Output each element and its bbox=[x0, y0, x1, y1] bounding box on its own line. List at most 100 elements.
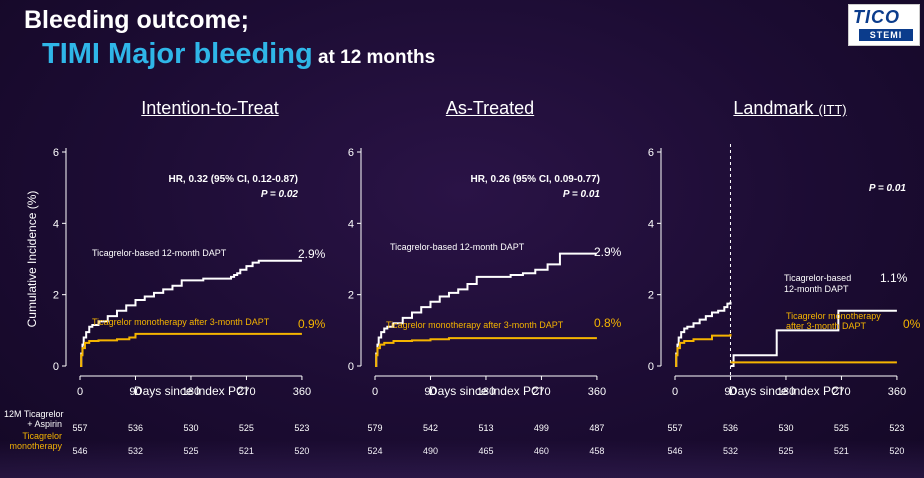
y-tick-label: 6 bbox=[53, 147, 59, 159]
logo-top: TICO bbox=[853, 7, 900, 27]
km-curve bbox=[730, 309, 897, 367]
legend-dapt-line2: 12-month DAPT bbox=[784, 284, 849, 294]
at-risk-mono: 525 bbox=[171, 446, 211, 456]
legend-dapt: Ticagrelor-based 12-month DAPT bbox=[390, 242, 525, 252]
logo-bottom: STEMI bbox=[859, 29, 913, 41]
at-risk-mono: 458 bbox=[577, 446, 617, 456]
end-label-mono: 0.8% bbox=[594, 316, 622, 330]
at-risk-dapt: 530 bbox=[778, 423, 794, 433]
hr-annotation: HR, 0.32 (95% CI, 0.12-0.87) bbox=[168, 174, 298, 185]
at-risk-mono: 521 bbox=[226, 446, 266, 456]
y-axis-label: Cumulative Incidence (%) bbox=[25, 191, 39, 328]
x-axis-label: Days since index PCI bbox=[429, 384, 543, 398]
panel-title-as-treated: As-Treated bbox=[370, 98, 610, 119]
p-annotation: P = 0.01 bbox=[563, 189, 601, 200]
at-risk-dapt: 557 bbox=[667, 423, 683, 433]
x-tick-label: 180 bbox=[182, 386, 200, 398]
x-tick-label: 90 bbox=[424, 386, 436, 398]
km-curve bbox=[375, 252, 597, 367]
at-risk-mono: 520 bbox=[877, 446, 917, 456]
title-suffix: at 12 months bbox=[312, 47, 436, 68]
at-risk-mono: 520 bbox=[282, 446, 322, 456]
y-tick-label: 0 bbox=[348, 361, 354, 373]
x-tick-label: 360 bbox=[888, 386, 906, 398]
km-curve bbox=[375, 337, 597, 367]
title-main: TIMI Major bleeding bbox=[42, 38, 313, 70]
at-risk-dapt: 525 bbox=[833, 423, 849, 433]
y-tick-label: 4 bbox=[348, 218, 354, 230]
panel-title-as-treated-text: As-Treated bbox=[445, 98, 535, 118]
legend-mono-line1: Ticagrelor monotherapy bbox=[786, 311, 881, 321]
x-tick-label: 180 bbox=[477, 386, 495, 398]
y-tick-label: 2 bbox=[53, 290, 59, 302]
risk-label-dapt: 12M Ticagrelor + Aspirin bbox=[4, 409, 64, 429]
panel-title-landmark-sub: (ITT) bbox=[818, 102, 847, 117]
tico-stemi-logo: TICO STEMI bbox=[848, 4, 920, 46]
at-risk-dapt: 579 bbox=[367, 423, 383, 433]
x-axis-label: Days since index PCI bbox=[134, 384, 248, 398]
at-risk-dapt: 499 bbox=[533, 423, 549, 433]
x-tick-label: 90 bbox=[129, 386, 141, 398]
at-risk-mono: 532 bbox=[115, 446, 155, 456]
y-tick-label: 2 bbox=[648, 290, 654, 302]
end-label-dapt: 1.1% bbox=[880, 271, 908, 285]
km-curve bbox=[675, 333, 732, 367]
legend-dapt-line1: Ticagrelor-based bbox=[784, 273, 851, 283]
at-risk-mono: 524 bbox=[355, 446, 395, 456]
x-tick-label: 0 bbox=[372, 386, 378, 398]
title-line1: Bleeding outcome; bbox=[24, 6, 250, 34]
at-risk-dapt: 523 bbox=[294, 423, 310, 433]
x-tick-label: 180 bbox=[777, 386, 795, 398]
km-curve bbox=[675, 301, 732, 367]
y-tick-label: 0 bbox=[648, 361, 654, 373]
at-risk-dapt: 513 bbox=[478, 423, 494, 433]
at-risk-mono: 465 bbox=[466, 446, 506, 456]
at-risk-mono: 525 bbox=[766, 446, 806, 456]
y-tick-label: 4 bbox=[648, 218, 654, 230]
at-risk-dapt: 523 bbox=[889, 423, 905, 433]
y-tick-label: 6 bbox=[348, 147, 354, 159]
title-line2: TIMI Major bleeding at 12 months bbox=[42, 38, 435, 71]
at-risk-dapt: 557 bbox=[72, 423, 88, 433]
x-tick-label: 0 bbox=[672, 386, 678, 398]
panel-title-landmark-text: Landmark bbox=[733, 98, 814, 118]
legend-dapt: Ticagrelor-based 12-month DAPT bbox=[92, 248, 227, 258]
hr-annotation: HR, 0.26 (95% CI, 0.09-0.77) bbox=[470, 174, 600, 185]
floor-gradient bbox=[0, 440, 924, 478]
risk-label-mono: Ticagrelor monotherapy bbox=[9, 431, 62, 451]
panel-title-landmark: Landmark (ITT) bbox=[670, 98, 910, 119]
at-risk-dapt: 542 bbox=[422, 423, 438, 433]
x-axis-label: Days since index PCI bbox=[729, 384, 843, 398]
at-risk-mono: 490 bbox=[410, 446, 450, 456]
at-risk-mono: 460 bbox=[521, 446, 561, 456]
at-risk-mono: 546 bbox=[655, 446, 695, 456]
x-tick-label: 360 bbox=[588, 386, 606, 398]
x-tick-label: 90 bbox=[724, 386, 736, 398]
at-risk-dapt: 536 bbox=[127, 423, 143, 433]
legend-mono: Ticagrelor monotherapy after 3-month DAP… bbox=[386, 320, 564, 330]
legend-mono: Ticagrelor monotherapy after 3-month DAP… bbox=[92, 317, 270, 327]
x-tick-label: 270 bbox=[832, 386, 850, 398]
at-risk-dapt: 525 bbox=[238, 423, 254, 433]
km-curve bbox=[80, 332, 302, 367]
x-tick-label: 360 bbox=[293, 386, 311, 398]
panel-title-itt: Intention-to-Treat bbox=[90, 98, 330, 119]
at-risk-dapt: 536 bbox=[722, 423, 738, 433]
x-tick-label: 270 bbox=[532, 386, 550, 398]
at-risk-mono: 532 bbox=[710, 446, 750, 456]
p-annotation: P = 0.02 bbox=[261, 189, 299, 200]
at-risk-mono: 521 bbox=[821, 446, 861, 456]
y-tick-label: 0 bbox=[53, 361, 59, 373]
end-label-mono: 0% bbox=[903, 317, 921, 331]
y-tick-label: 6 bbox=[648, 147, 654, 159]
at-risk-dapt: 530 bbox=[183, 423, 199, 433]
end-label-dapt: 2.9% bbox=[298, 247, 326, 261]
end-label-dapt: 2.9% bbox=[594, 245, 622, 259]
legend-mono-line2: after 3-month DAPT bbox=[786, 321, 867, 331]
y-tick-label: 4 bbox=[53, 218, 59, 230]
p-annotation: P = 0.01 bbox=[869, 183, 907, 194]
km-curve bbox=[80, 259, 302, 367]
x-tick-label: 0 bbox=[77, 386, 83, 398]
x-tick-label: 270 bbox=[237, 386, 255, 398]
